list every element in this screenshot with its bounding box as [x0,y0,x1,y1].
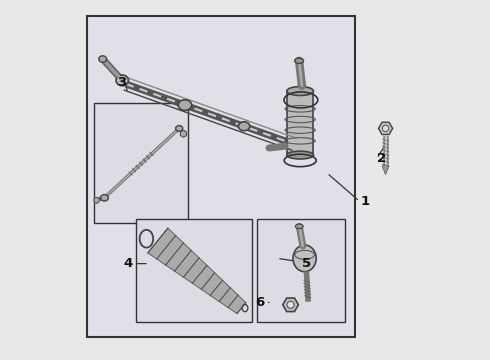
Text: 4: 4 [123,257,133,270]
Circle shape [94,197,99,203]
Ellipse shape [116,75,128,86]
Bar [87,16,355,337]
Bar [257,219,344,322]
Ellipse shape [287,151,314,159]
Text: 1: 1 [361,195,370,208]
Ellipse shape [287,87,314,95]
Bar [287,91,314,155]
Ellipse shape [175,126,183,131]
Ellipse shape [178,100,192,111]
Ellipse shape [99,56,107,62]
Circle shape [382,125,389,132]
Ellipse shape [294,58,303,63]
Ellipse shape [293,245,316,272]
Circle shape [287,301,294,309]
Bar [94,103,188,223]
Polygon shape [148,228,246,314]
Ellipse shape [295,224,303,229]
Ellipse shape [100,195,108,201]
Text: 3: 3 [117,76,126,89]
Text: 6: 6 [255,296,265,309]
Bar [137,219,252,322]
Text: 5: 5 [302,257,311,270]
Polygon shape [382,166,389,175]
Ellipse shape [239,122,250,131]
Text: 2: 2 [377,152,386,165]
